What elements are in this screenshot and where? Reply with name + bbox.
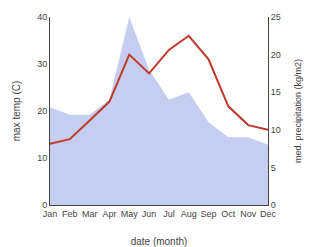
svg-text:Jan: Jan xyxy=(43,209,58,219)
svg-text:Mar: Mar xyxy=(82,209,98,219)
svg-text:Aug: Aug xyxy=(181,209,197,219)
svg-text:Feb: Feb xyxy=(62,209,78,219)
svg-text:Nov: Nov xyxy=(240,209,257,219)
svg-text:20: 20 xyxy=(37,106,47,116)
svg-text:Jul: Jul xyxy=(163,209,175,219)
svg-text:Sep: Sep xyxy=(201,209,217,219)
svg-text:25: 25 xyxy=(271,12,281,22)
svg-text:0: 0 xyxy=(271,200,276,210)
svg-text:May: May xyxy=(121,209,139,219)
svg-text:40: 40 xyxy=(37,12,47,22)
svg-text:Dec: Dec xyxy=(260,209,277,219)
svg-text:Jun: Jun xyxy=(142,209,157,219)
svg-text:date (month): date (month) xyxy=(131,236,188,247)
svg-text:10: 10 xyxy=(37,153,47,163)
svg-text:Apr: Apr xyxy=(102,209,116,219)
svg-text:0: 0 xyxy=(42,200,47,210)
svg-text:10: 10 xyxy=(271,125,281,135)
svg-text:med. precipitation (kg/m2): med. precipitation (kg/m2) xyxy=(293,59,303,163)
svg-text:20: 20 xyxy=(271,50,281,60)
svg-text:15: 15 xyxy=(271,87,281,97)
svg-text:max temp (C): max temp (C) xyxy=(11,81,22,142)
svg-text:Oct: Oct xyxy=(221,209,236,219)
svg-text:30: 30 xyxy=(37,59,47,69)
svg-text:5: 5 xyxy=(271,163,276,173)
